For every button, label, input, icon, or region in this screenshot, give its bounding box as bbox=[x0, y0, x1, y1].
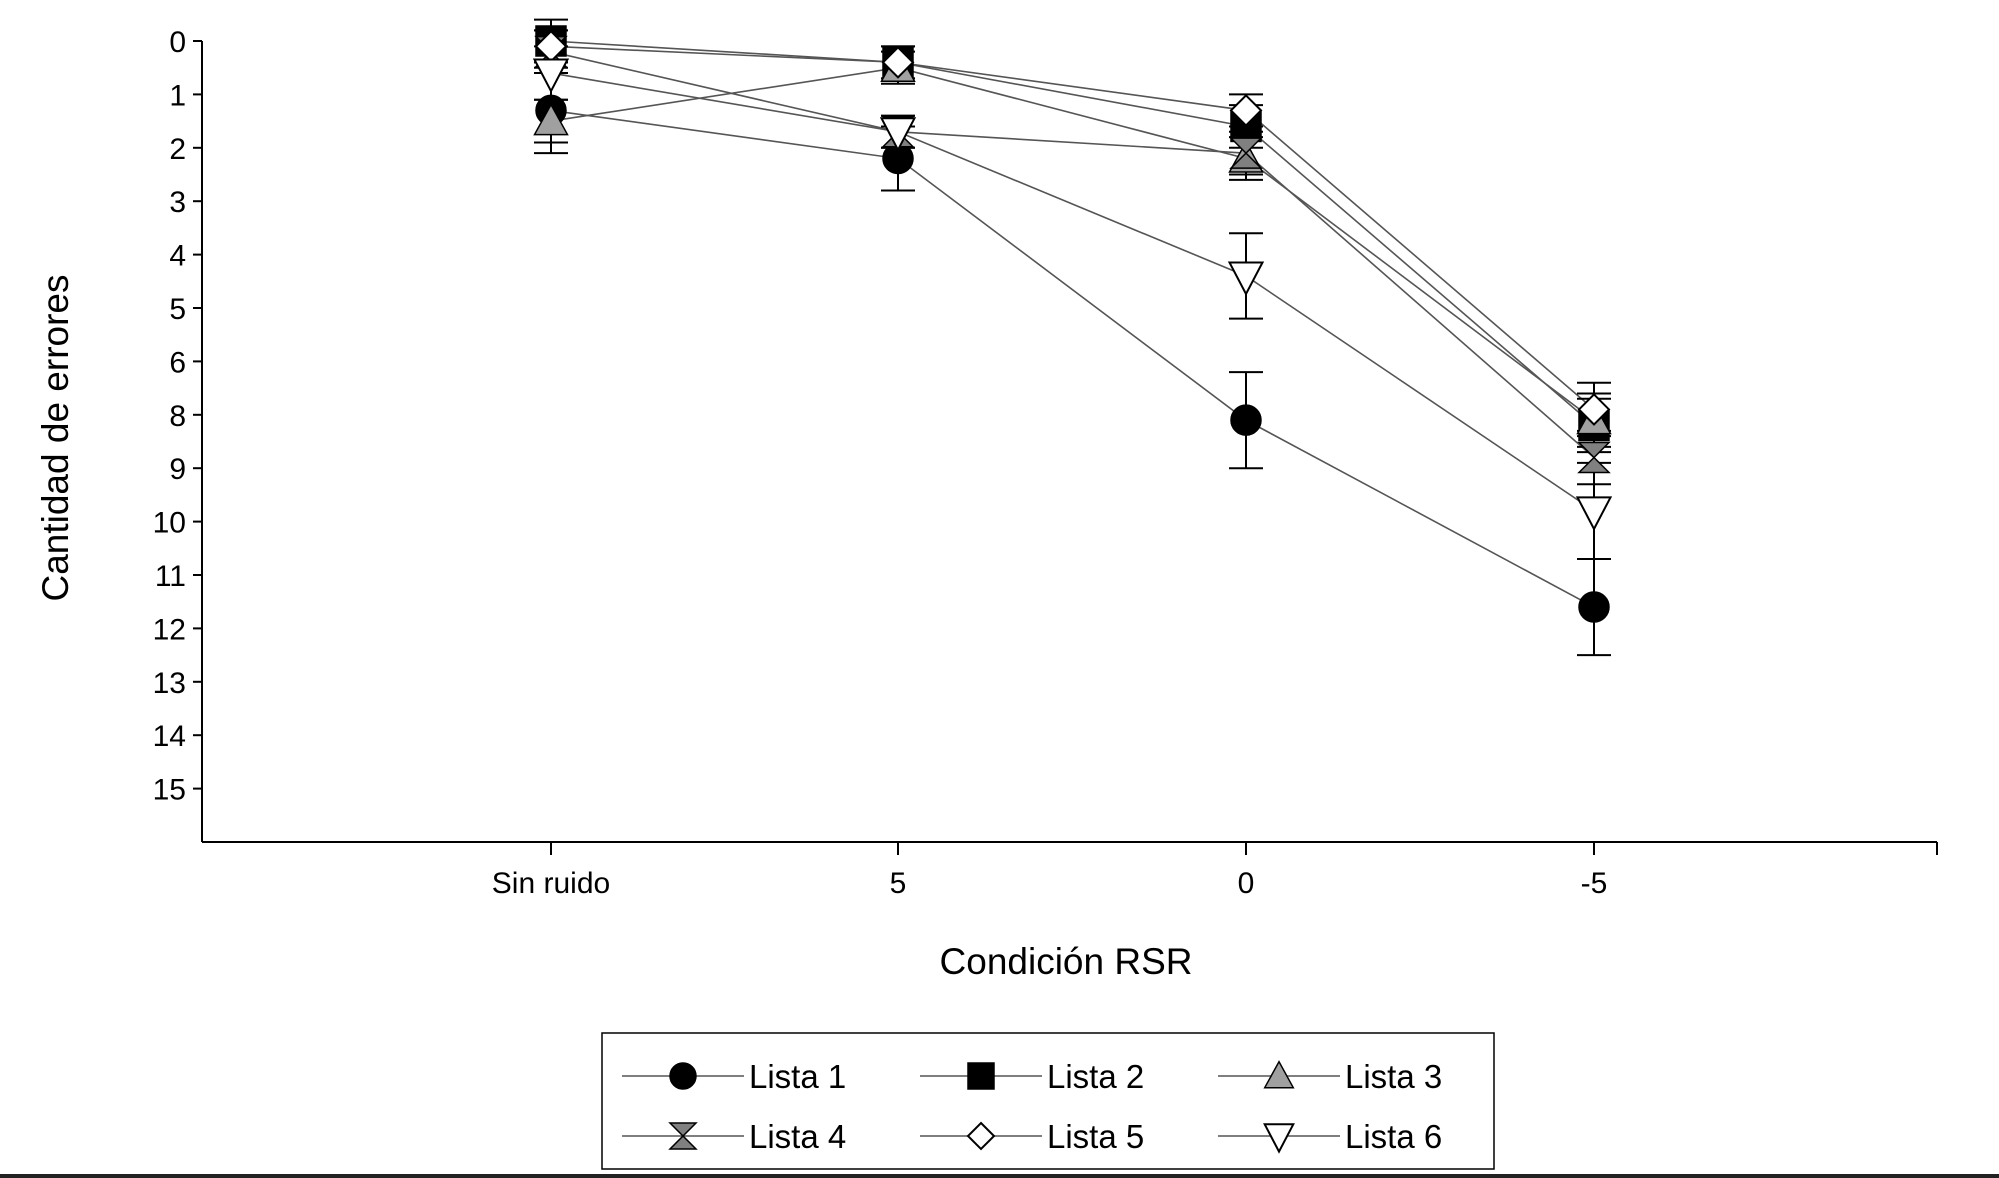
legend-label: Lista 3 bbox=[1345, 1058, 1442, 1095]
x-axis-title: Condición RSR bbox=[940, 941, 1193, 982]
y-tick-label: 14 bbox=[153, 720, 186, 753]
series-line-3 bbox=[550, 66, 1595, 421]
x-tick-label: -5 bbox=[1581, 867, 1608, 900]
legend-marker bbox=[669, 1062, 697, 1090]
y-tick-label: 4 bbox=[169, 240, 186, 273]
x-axis: Sin ruido 5 0 -5 bbox=[202, 841, 1938, 900]
series-line-2 bbox=[550, 40, 1595, 427]
legend: Lista 1 Lista 2 Lista 3 Lista 4 Lista 5 Lista… bbox=[601, 1032, 1495, 1170]
y-tick-label: 5 bbox=[169, 293, 186, 326]
y-tick-label: 9 bbox=[169, 453, 186, 486]
legend-label: Lista 6 bbox=[1345, 1118, 1442, 1155]
x-tick-label: 5 bbox=[890, 867, 907, 900]
y-tick-label: 1 bbox=[169, 79, 186, 112]
y-tick-label: 13 bbox=[153, 667, 186, 700]
data-point-lista-6 bbox=[879, 117, 917, 152]
data-point-lista-6 bbox=[1575, 496, 1613, 532]
legend-label: Lista 1 bbox=[749, 1058, 846, 1095]
y-tick-label: 0 bbox=[169, 26, 186, 59]
data-point-lista-4 bbox=[1229, 137, 1263, 169]
y-tick-label: 10 bbox=[153, 507, 186, 540]
legend-label: Lista 4 bbox=[749, 1118, 846, 1155]
data-point-lista-1 bbox=[1230, 404, 1262, 436]
data-point-lista-3 bbox=[533, 103, 569, 136]
legend-marker bbox=[967, 1062, 995, 1090]
y-tick-label: 11 bbox=[155, 560, 186, 593]
data-point-lista-4 bbox=[1577, 441, 1611, 474]
x-tick-label: 0 bbox=[1238, 867, 1255, 900]
y-tick-label: 15 bbox=[153, 774, 186, 807]
series-lines bbox=[550, 40, 1595, 608]
data-point-lista-5 bbox=[1577, 393, 1611, 426]
y-tick-label: 6 bbox=[169, 346, 186, 379]
y-tick-label: 8 bbox=[169, 400, 186, 433]
series-line-5 bbox=[550, 45, 1595, 411]
data-point-lista-6 bbox=[1227, 261, 1265, 297]
data-point-lista-6 bbox=[532, 58, 570, 94]
y-tick-label: 3 bbox=[169, 186, 186, 219]
legend-marker bbox=[668, 1122, 698, 1150]
y-tick-label: 12 bbox=[153, 613, 186, 646]
legend-marker bbox=[1263, 1123, 1295, 1154]
data-point-lista-5 bbox=[1229, 94, 1263, 127]
x-tick-label: Sin ruido bbox=[492, 867, 610, 900]
legend-marker bbox=[966, 1121, 996, 1151]
series-line-6 bbox=[550, 72, 1595, 512]
series-line-1 bbox=[550, 109, 1595, 608]
data-point-lista-5 bbox=[881, 45, 915, 79]
legend-label: Lista 2 bbox=[1047, 1058, 1144, 1095]
y-tick-label: 2 bbox=[169, 133, 186, 166]
series-line-4 bbox=[550, 50, 1595, 459]
legend-box bbox=[601, 1032, 1495, 1170]
legend-label: Lista 5 bbox=[1047, 1118, 1144, 1155]
error-bars bbox=[534, 18, 1611, 657]
y-axis-title: Cantidad de errores bbox=[35, 274, 76, 601]
data-markers bbox=[532, 25, 1613, 623]
bottom-rule bbox=[0, 1174, 1999, 1178]
legend-marker bbox=[1263, 1060, 1295, 1089]
data-point-lista-1 bbox=[1578, 591, 1610, 623]
